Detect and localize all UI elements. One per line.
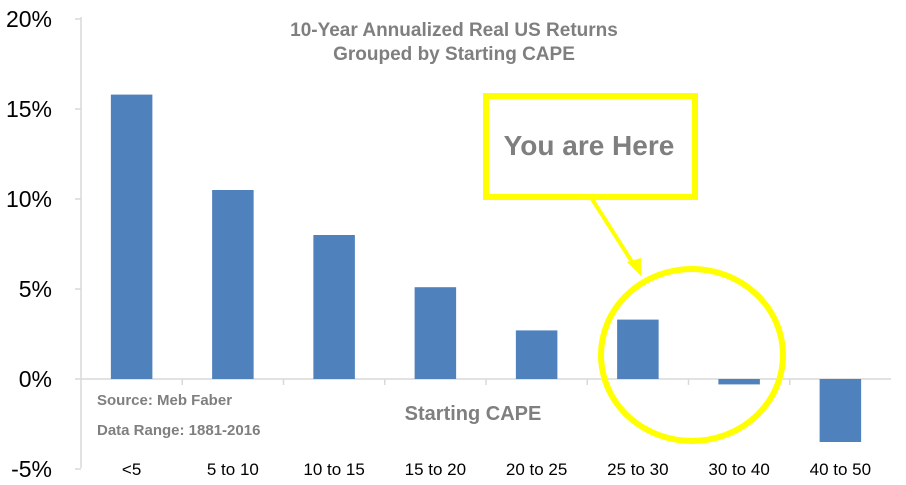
x-tick-label: 5 to 10 (207, 460, 259, 479)
chart-title-line-1: 10-Year Annualized Real US Returns (290, 20, 618, 41)
y-tick-label: 5% (19, 276, 52, 302)
callout-arrow-line (590, 197, 636, 267)
callout-circle (598, 266, 786, 444)
bar (212, 190, 254, 379)
callout-text: You are Here (504, 130, 675, 161)
y-tick-label: 20% (6, 6, 52, 32)
x-tick-label: 25 to 30 (607, 460, 668, 479)
bar (617, 319, 659, 379)
callout-box (483, 93, 698, 200)
x-ticks: <5 5 to 10 10 to 15 15 to 20 20 to 25 25 to 3… (122, 379, 871, 479)
y-tick-label: -5% (11, 456, 52, 482)
x-tick-label: <5 (122, 460, 141, 479)
bar (313, 235, 355, 379)
bar (110, 94, 153, 379)
y-tick-label: 0% (19, 366, 52, 392)
bar (515, 330, 558, 379)
x-tick-label: 15 to 20 (405, 460, 466, 479)
x-axis-label: Starting CAPE (405, 403, 542, 425)
bar (819, 379, 862, 442)
chart-title-line-2: Grouped by Starting CAPE (333, 44, 575, 65)
x-tick-label: 30 to 40 (708, 460, 769, 479)
data-range-note: Data Range: 1881-2016 (97, 422, 260, 439)
x-tick-label: 40 to 50 (810, 460, 871, 479)
bars (110, 94, 862, 442)
bar (718, 379, 760, 385)
source-note: Source: Meb Faber (97, 392, 232, 409)
bar (414, 287, 457, 379)
y-tick-label: 10% (6, 186, 52, 212)
x-tick-label: 10 to 15 (303, 460, 364, 479)
callout-arrow-head (627, 258, 641, 276)
y-ticks: 20% 15% 10% 5% 0% -5% (6, 6, 81, 482)
callout: You are Here (483, 93, 786, 444)
x-tick-label: 20 to 25 (506, 460, 567, 479)
y-tick-label: 15% (6, 96, 52, 122)
